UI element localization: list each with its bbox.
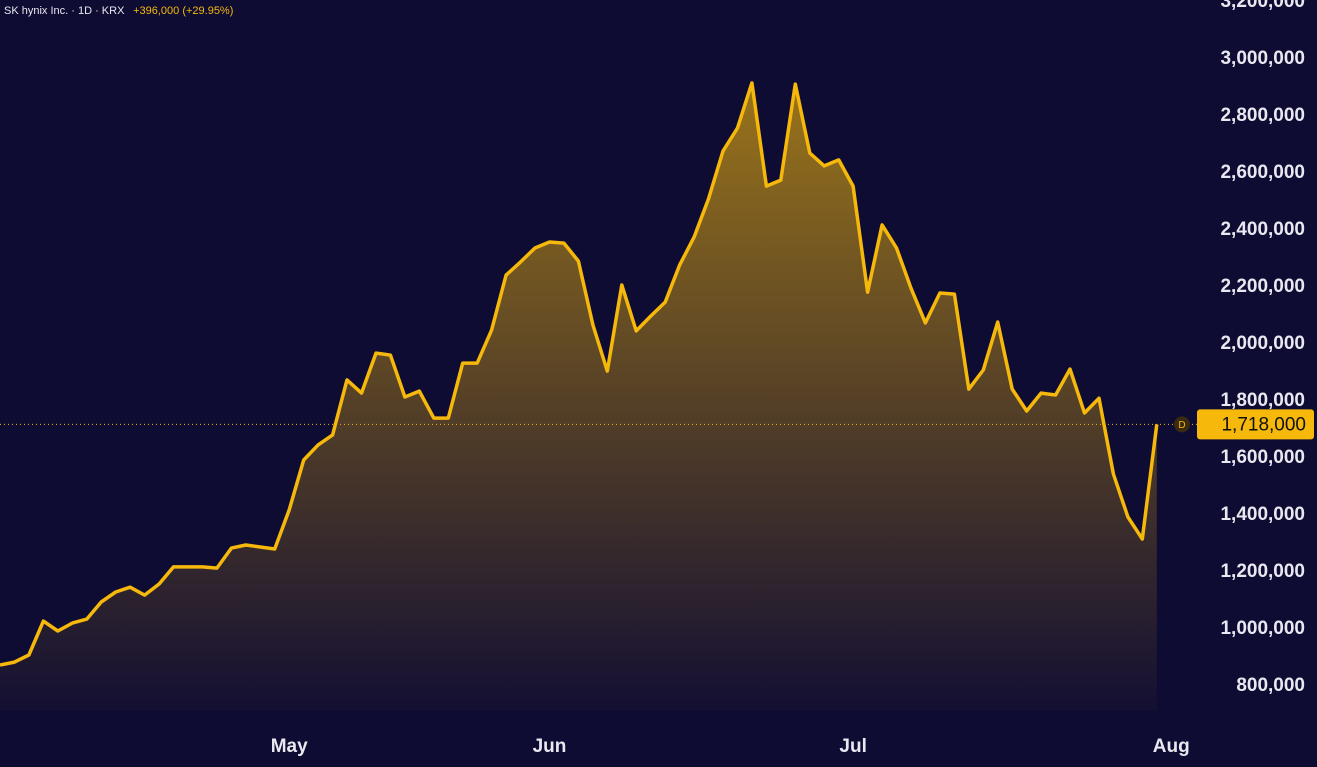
change-label: +396,000 (+29.95%) <box>133 5 233 17</box>
x-tick-label: Aug <box>1153 736 1190 757</box>
y-tick-label: 2,800,000 <box>1220 105 1305 126</box>
y-tick-label: 1,200,000 <box>1220 561 1305 582</box>
last-price-label: 1,718,000 <box>1221 414 1306 435</box>
badge-box <box>1174 416 1190 433</box>
x-tick-label: Jul <box>839 736 866 757</box>
y-tick-label: 3,200,000 <box>1220 0 1305 12</box>
y-tick-label: 1,400,000 <box>1220 504 1305 525</box>
y-tick-label: 2,600,000 <box>1220 162 1305 183</box>
badge: D <box>1178 420 1185 431</box>
chart-title: SK hynix Inc. · 1D · KRX <box>4 5 125 17</box>
y-tick-label: 3,000,000 <box>1220 48 1305 69</box>
y-tick-label: 2,000,000 <box>1220 333 1305 354</box>
x-tick-label: May <box>271 736 308 757</box>
last-price-box <box>1197 409 1314 440</box>
y-tick-label: 1,600,000 <box>1220 447 1305 468</box>
area-fill <box>0 82 1157 710</box>
y-tick-label: 1,000,000 <box>1220 618 1305 639</box>
price-line <box>0 81 1159 667</box>
y-tick-label: 1,800,000 <box>1220 390 1305 411</box>
x-tick-label: Jun <box>533 736 567 757</box>
y-tick-label: 2,200,000 <box>1220 276 1305 297</box>
y-tick-label: 800,000 <box>1236 675 1305 696</box>
y-tick-label: 2,400,000 <box>1220 219 1305 240</box>
